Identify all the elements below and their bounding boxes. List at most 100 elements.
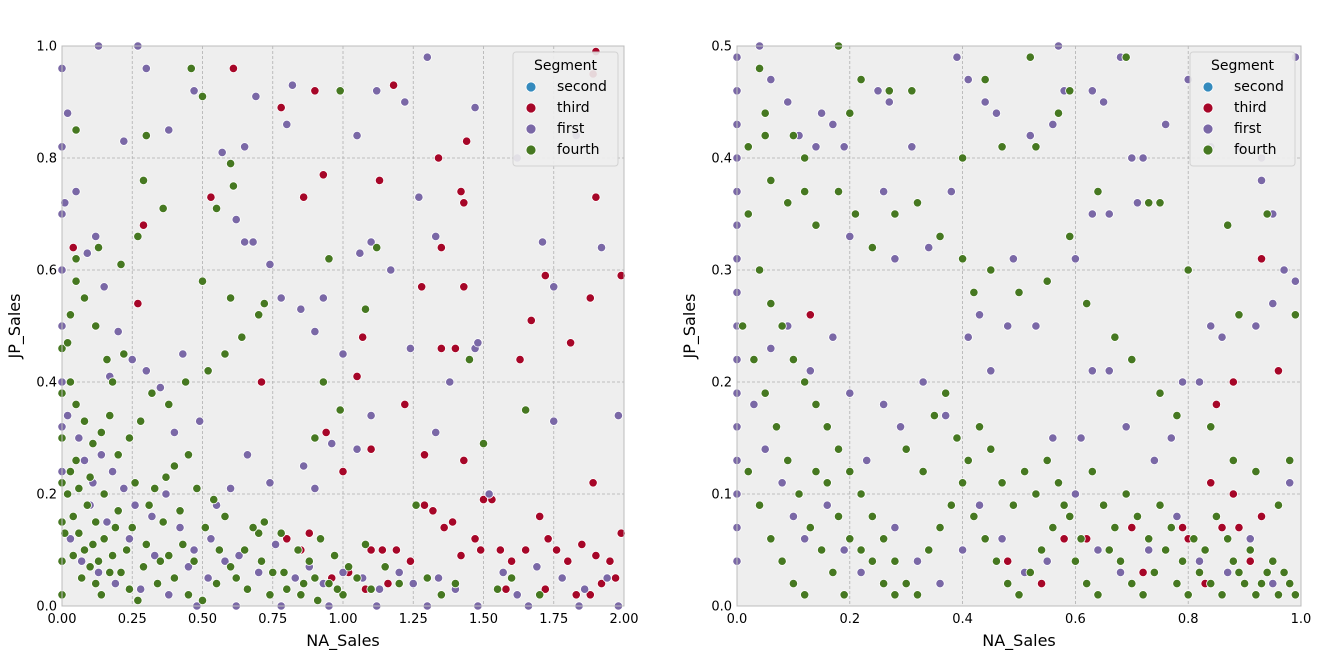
point-first [1087,86,1097,96]
point-third [310,86,320,96]
point-first [1099,97,1109,107]
point-first [1149,455,1159,465]
point-fourth [293,545,303,555]
point-third [1217,522,1227,533]
point-fourth [164,399,174,409]
point-fourth [91,578,101,589]
point-fourth [1273,590,1284,600]
point-fourth [833,444,844,454]
point-first [99,282,109,292]
point-first [169,427,179,437]
point-fourth [1155,198,1165,208]
point-first [422,52,432,62]
point-first [290,573,300,583]
point-first [918,377,928,387]
point-fourth [991,556,1002,566]
point-fourth [450,578,460,589]
point-first [65,534,76,544]
point-fourth [1082,578,1092,589]
point-fourth [918,466,928,477]
point-fourth [1031,142,1041,152]
point-first [386,265,396,275]
x-axis-label: NA_Sales [982,631,1056,651]
point-fourth [150,483,160,493]
point-fourth [478,438,489,449]
point-first [1268,578,1278,589]
y-tick-label: 0.4 [711,152,732,167]
point-fourth [133,595,143,606]
point-first [512,590,522,600]
point-fourth [1082,298,1092,309]
point-fourth [183,590,194,600]
point-first [822,500,832,510]
point-third [256,377,267,387]
point-first [127,354,137,365]
point-fourth [1008,500,1018,510]
point-first [1285,478,1295,488]
point-first [924,243,934,253]
point-fourth [366,584,376,594]
point-first [107,466,118,477]
point-fourth [777,321,787,331]
point-fourth [65,466,76,477]
point-fourth [107,550,118,561]
point-third [585,293,595,303]
x-tick-label: 0.4 [952,612,973,627]
point-fourth [1217,590,1227,600]
point-third [585,590,595,600]
point-third [470,534,480,544]
point-first [287,80,298,90]
point-fourth [237,332,247,342]
point-first [941,410,951,421]
point-fourth [77,573,87,583]
point-first [1132,198,1143,208]
point-fourth [1223,534,1233,544]
point-fourth [800,153,810,163]
point-first [270,539,281,550]
point-fourth [1121,52,1131,62]
y-tick-label: 0.6 [36,264,57,279]
point-first [879,187,889,197]
point-first [372,86,382,96]
point-fourth [71,276,81,286]
point-first [183,562,194,572]
point-fourth [1144,534,1154,544]
point-first [1093,545,1103,555]
point-first [352,131,362,141]
point-fourth [1290,310,1300,320]
point-first [845,231,855,241]
point-fourth [63,338,73,348]
x-tick-label: 1.00 [329,612,358,627]
x-tick-label: 0.00 [48,612,77,627]
point-fourth [1262,209,1272,219]
point-fourth [200,522,210,533]
point-first [974,500,985,510]
point-third [1138,567,1148,578]
point-first [1194,377,1205,387]
point-first [74,433,84,443]
point-first [60,198,70,208]
point-fourth [1273,500,1284,510]
point-third [447,517,458,527]
point-fourth [1183,265,1193,275]
point-fourth [1177,556,1188,566]
point-first [828,119,838,130]
point-first [1087,366,1097,376]
point-fourth [811,466,821,477]
point-fourth [344,562,354,572]
point-fourth [1053,478,1064,488]
point-first [431,427,441,437]
point-first [1245,534,1255,544]
point-fourth [1127,354,1137,365]
point-first [226,483,236,493]
point-fourth [122,545,132,555]
point-first [783,97,793,107]
point-fourth [315,534,326,544]
point-fourth [986,265,996,275]
y-axis-label: JP_Sales [680,294,700,360]
point-first [952,52,962,62]
point-fourth [279,567,289,578]
point-fourth [197,276,208,286]
point-fourth [980,534,990,544]
point-third [515,354,525,365]
